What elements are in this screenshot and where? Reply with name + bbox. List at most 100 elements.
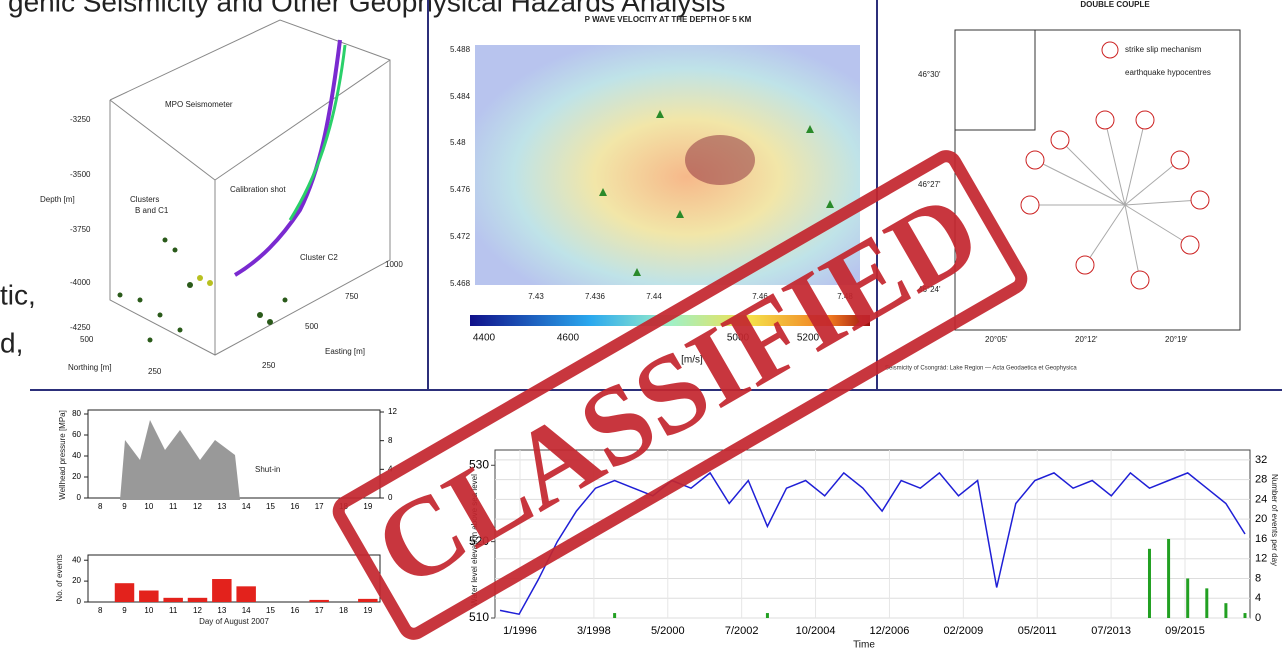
- annotation: Shut-in: [255, 465, 280, 474]
- bar: [115, 583, 134, 602]
- tick-label: 46°30': [918, 70, 941, 79]
- tick-label: 250: [262, 361, 276, 370]
- tick-label: 5.476: [450, 185, 471, 194]
- x-tick-label: 8: [98, 502, 103, 511]
- colorbar-tick: 4600: [557, 333, 580, 344]
- annotation: Clusters: [130, 195, 159, 204]
- y-tick-label: 0: [77, 493, 82, 502]
- y2-tick-label: 20: [1255, 513, 1267, 525]
- axis-label: Easting [m]: [325, 347, 365, 356]
- axis-label: Day of August 2007: [199, 617, 269, 626]
- y-tick-label: 80: [72, 409, 81, 418]
- panel-title: DOUBLE COUPLE: [1080, 0, 1150, 9]
- tick-label: 500: [80, 335, 94, 344]
- y-tick-label: 20: [72, 576, 81, 585]
- x-tick-label: 10: [144, 606, 153, 615]
- side-text: d,: [0, 327, 23, 358]
- slide: genic Seismicity and Other Geophysical H…: [0, 0, 1282, 649]
- y2-tick-label: 28: [1255, 474, 1267, 486]
- annotation: Calibration shot: [230, 185, 286, 194]
- bar: [163, 598, 182, 602]
- tick-label: 500: [305, 322, 319, 331]
- y-tick-label: 20: [72, 472, 81, 481]
- x-tick-label: 13: [217, 606, 226, 615]
- event-bar: [1148, 549, 1151, 618]
- y-tick-label: 510: [469, 610, 489, 624]
- legend-entry: earthquake hypocentres: [1125, 68, 1211, 77]
- bar: [309, 600, 328, 602]
- bar: [236, 586, 255, 602]
- y-tick-label: 60: [72, 430, 81, 439]
- x-tick-label: 11: [169, 606, 178, 615]
- y2-tick-label: 8: [1255, 572, 1261, 584]
- y-tick-label: 40: [72, 451, 81, 460]
- x-tick-label: 07/2013: [1091, 625, 1131, 637]
- tick-label: 5.488: [450, 45, 471, 54]
- bar: [358, 599, 377, 602]
- x-tick-label: 10: [144, 502, 153, 511]
- x-tick-label: 12: [193, 606, 202, 615]
- bar: [139, 591, 158, 602]
- tick-label: 7.44: [646, 292, 662, 301]
- annotation: MPO Seismometer: [165, 100, 233, 109]
- x-tick-label: 17: [315, 502, 324, 511]
- legend-entry: strike slip mechanism: [1125, 45, 1202, 54]
- axis-label: No. of events: [55, 554, 64, 601]
- tick-label: -3500: [70, 170, 91, 179]
- tick-label: 20°19': [1165, 335, 1188, 344]
- side-text: tic,: [0, 279, 36, 310]
- x-tick-label: 14: [242, 502, 251, 511]
- x-tick-label: 02/2009: [943, 625, 983, 637]
- annotation: Cluster C2: [300, 253, 338, 262]
- bar: [188, 598, 207, 602]
- annotation: B and C1: [135, 206, 169, 215]
- y2-tick-label: 24: [1255, 493, 1267, 505]
- x-tick-label: 12/2006: [870, 625, 910, 637]
- tick-label: 5.472: [450, 232, 471, 241]
- x-tick-label: 7/2002: [725, 625, 759, 637]
- cluster: [685, 135, 755, 185]
- axis-label: Depth [m]: [40, 195, 75, 204]
- x-tick-label: 16: [290, 606, 299, 615]
- axis-label: Northing [m]: [68, 363, 112, 372]
- tick-label: -3250: [70, 115, 91, 124]
- x-tick-label: 18: [339, 606, 348, 615]
- y2-tick-label: 12: [1255, 553, 1267, 565]
- x-tick-label: 3/1998: [577, 625, 611, 637]
- tick-label: 750: [345, 292, 359, 301]
- event-bar: [1244, 613, 1247, 618]
- tick-label: 5.48: [450, 138, 466, 147]
- page: genic Seismicity and Other Geophysical H…: [0, 0, 1282, 649]
- x-tick-label: 16: [290, 502, 299, 511]
- tick-label: -3750: [70, 225, 91, 234]
- x-tick-label: 9: [122, 502, 127, 511]
- event-bar: [1224, 603, 1227, 618]
- x-tick-label: 9: [122, 606, 127, 615]
- x-tick-label: 12: [193, 502, 202, 511]
- tick-label: 20°05': [985, 335, 1008, 344]
- x-tick-label: 13: [217, 502, 226, 511]
- tick-label: -4250: [70, 323, 91, 332]
- bar: [212, 579, 231, 602]
- y2-tick-label: 16: [1255, 533, 1267, 545]
- x-tick-label: 11: [169, 502, 178, 511]
- x-tick-label: 15: [266, 606, 275, 615]
- tick-label: 250: [148, 367, 162, 376]
- event-bar: [1167, 539, 1170, 618]
- colorbar-tick: 4400: [473, 333, 496, 344]
- y-tick-label: 40: [72, 555, 81, 564]
- x-tick-label: 09/2015: [1165, 625, 1205, 637]
- y2-tick-label: 0: [1255, 612, 1261, 624]
- tick-label: 5.468: [450, 279, 471, 288]
- event-bar: [613, 613, 616, 618]
- tick-label: 5.484: [450, 92, 471, 101]
- x-tick-label: 19: [363, 606, 372, 615]
- y2-tick-label: 32: [1255, 454, 1267, 466]
- axis-label: Number of events per day: [1270, 474, 1279, 566]
- y-tick-label: 0: [77, 597, 82, 606]
- citation: Seismicity of Csongrád: Lake Region — Ac…: [885, 366, 1077, 372]
- event-bar: [1186, 578, 1189, 618]
- tick-label: 20°12': [1075, 335, 1098, 344]
- event-bar: [766, 613, 769, 618]
- y2-tick-label: 12: [388, 407, 397, 416]
